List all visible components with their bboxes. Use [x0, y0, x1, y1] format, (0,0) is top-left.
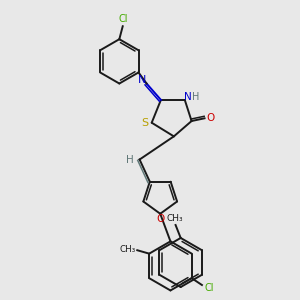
Text: CH₃: CH₃: [120, 245, 136, 254]
Text: S: S: [141, 118, 148, 128]
Text: N: N: [184, 92, 192, 102]
Text: Cl: Cl: [119, 14, 128, 24]
Text: N: N: [138, 75, 146, 85]
Text: O: O: [156, 214, 164, 224]
Text: Cl: Cl: [205, 283, 214, 293]
Text: O: O: [207, 112, 215, 123]
Text: H: H: [126, 154, 134, 164]
Text: CH₃: CH₃: [166, 214, 183, 223]
Text: H: H: [192, 92, 200, 102]
